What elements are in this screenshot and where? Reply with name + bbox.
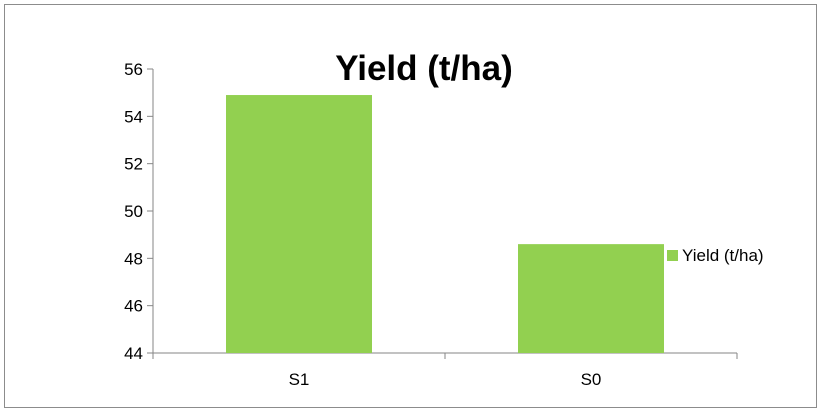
x-axis: S1 S0: [152, 352, 738, 389]
chart-title: Yield (t/ha): [335, 49, 513, 88]
legend-label: Yield (t/ha): [682, 246, 764, 265]
bar-s1: [226, 95, 372, 354]
bars: [226, 95, 664, 354]
legend-swatch: [667, 250, 678, 261]
x-tick-label: S0: [581, 370, 602, 389]
chart-area: [4, 4, 817, 408]
y-tick-label: 54: [124, 107, 143, 126]
legend: Yield (t/ha): [667, 246, 764, 265]
bar-s0: [518, 244, 664, 353]
y-tick-label: 50: [124, 202, 143, 221]
y-axis: 44 46 48 50 52 54 56: [124, 60, 154, 363]
y-tick-label: 46: [124, 297, 143, 316]
y-tick-label: 52: [124, 155, 143, 174]
x-tick-label: S1: [289, 370, 310, 389]
y-tick-label: 56: [124, 60, 143, 79]
y-tick-label: 48: [124, 249, 143, 268]
y-tick-label: 44: [124, 344, 143, 363]
